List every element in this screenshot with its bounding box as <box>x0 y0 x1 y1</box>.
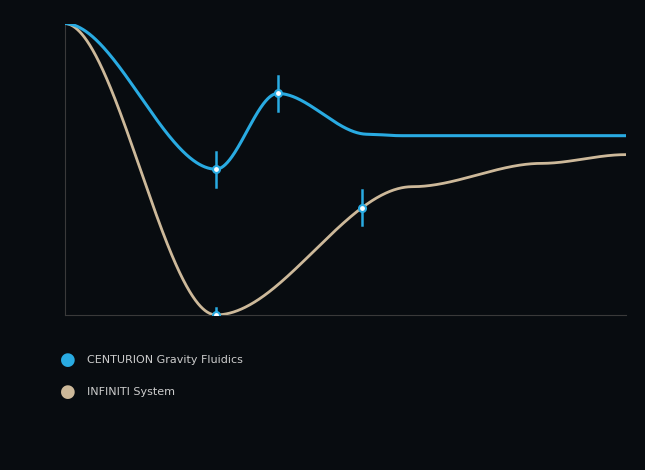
Text: ●: ● <box>60 351 75 368</box>
Text: INFINITI System: INFINITI System <box>87 387 175 398</box>
Text: ●: ● <box>60 384 75 401</box>
Text: CENTURION Gravity Fluidics: CENTURION Gravity Fluidics <box>87 354 243 365</box>
